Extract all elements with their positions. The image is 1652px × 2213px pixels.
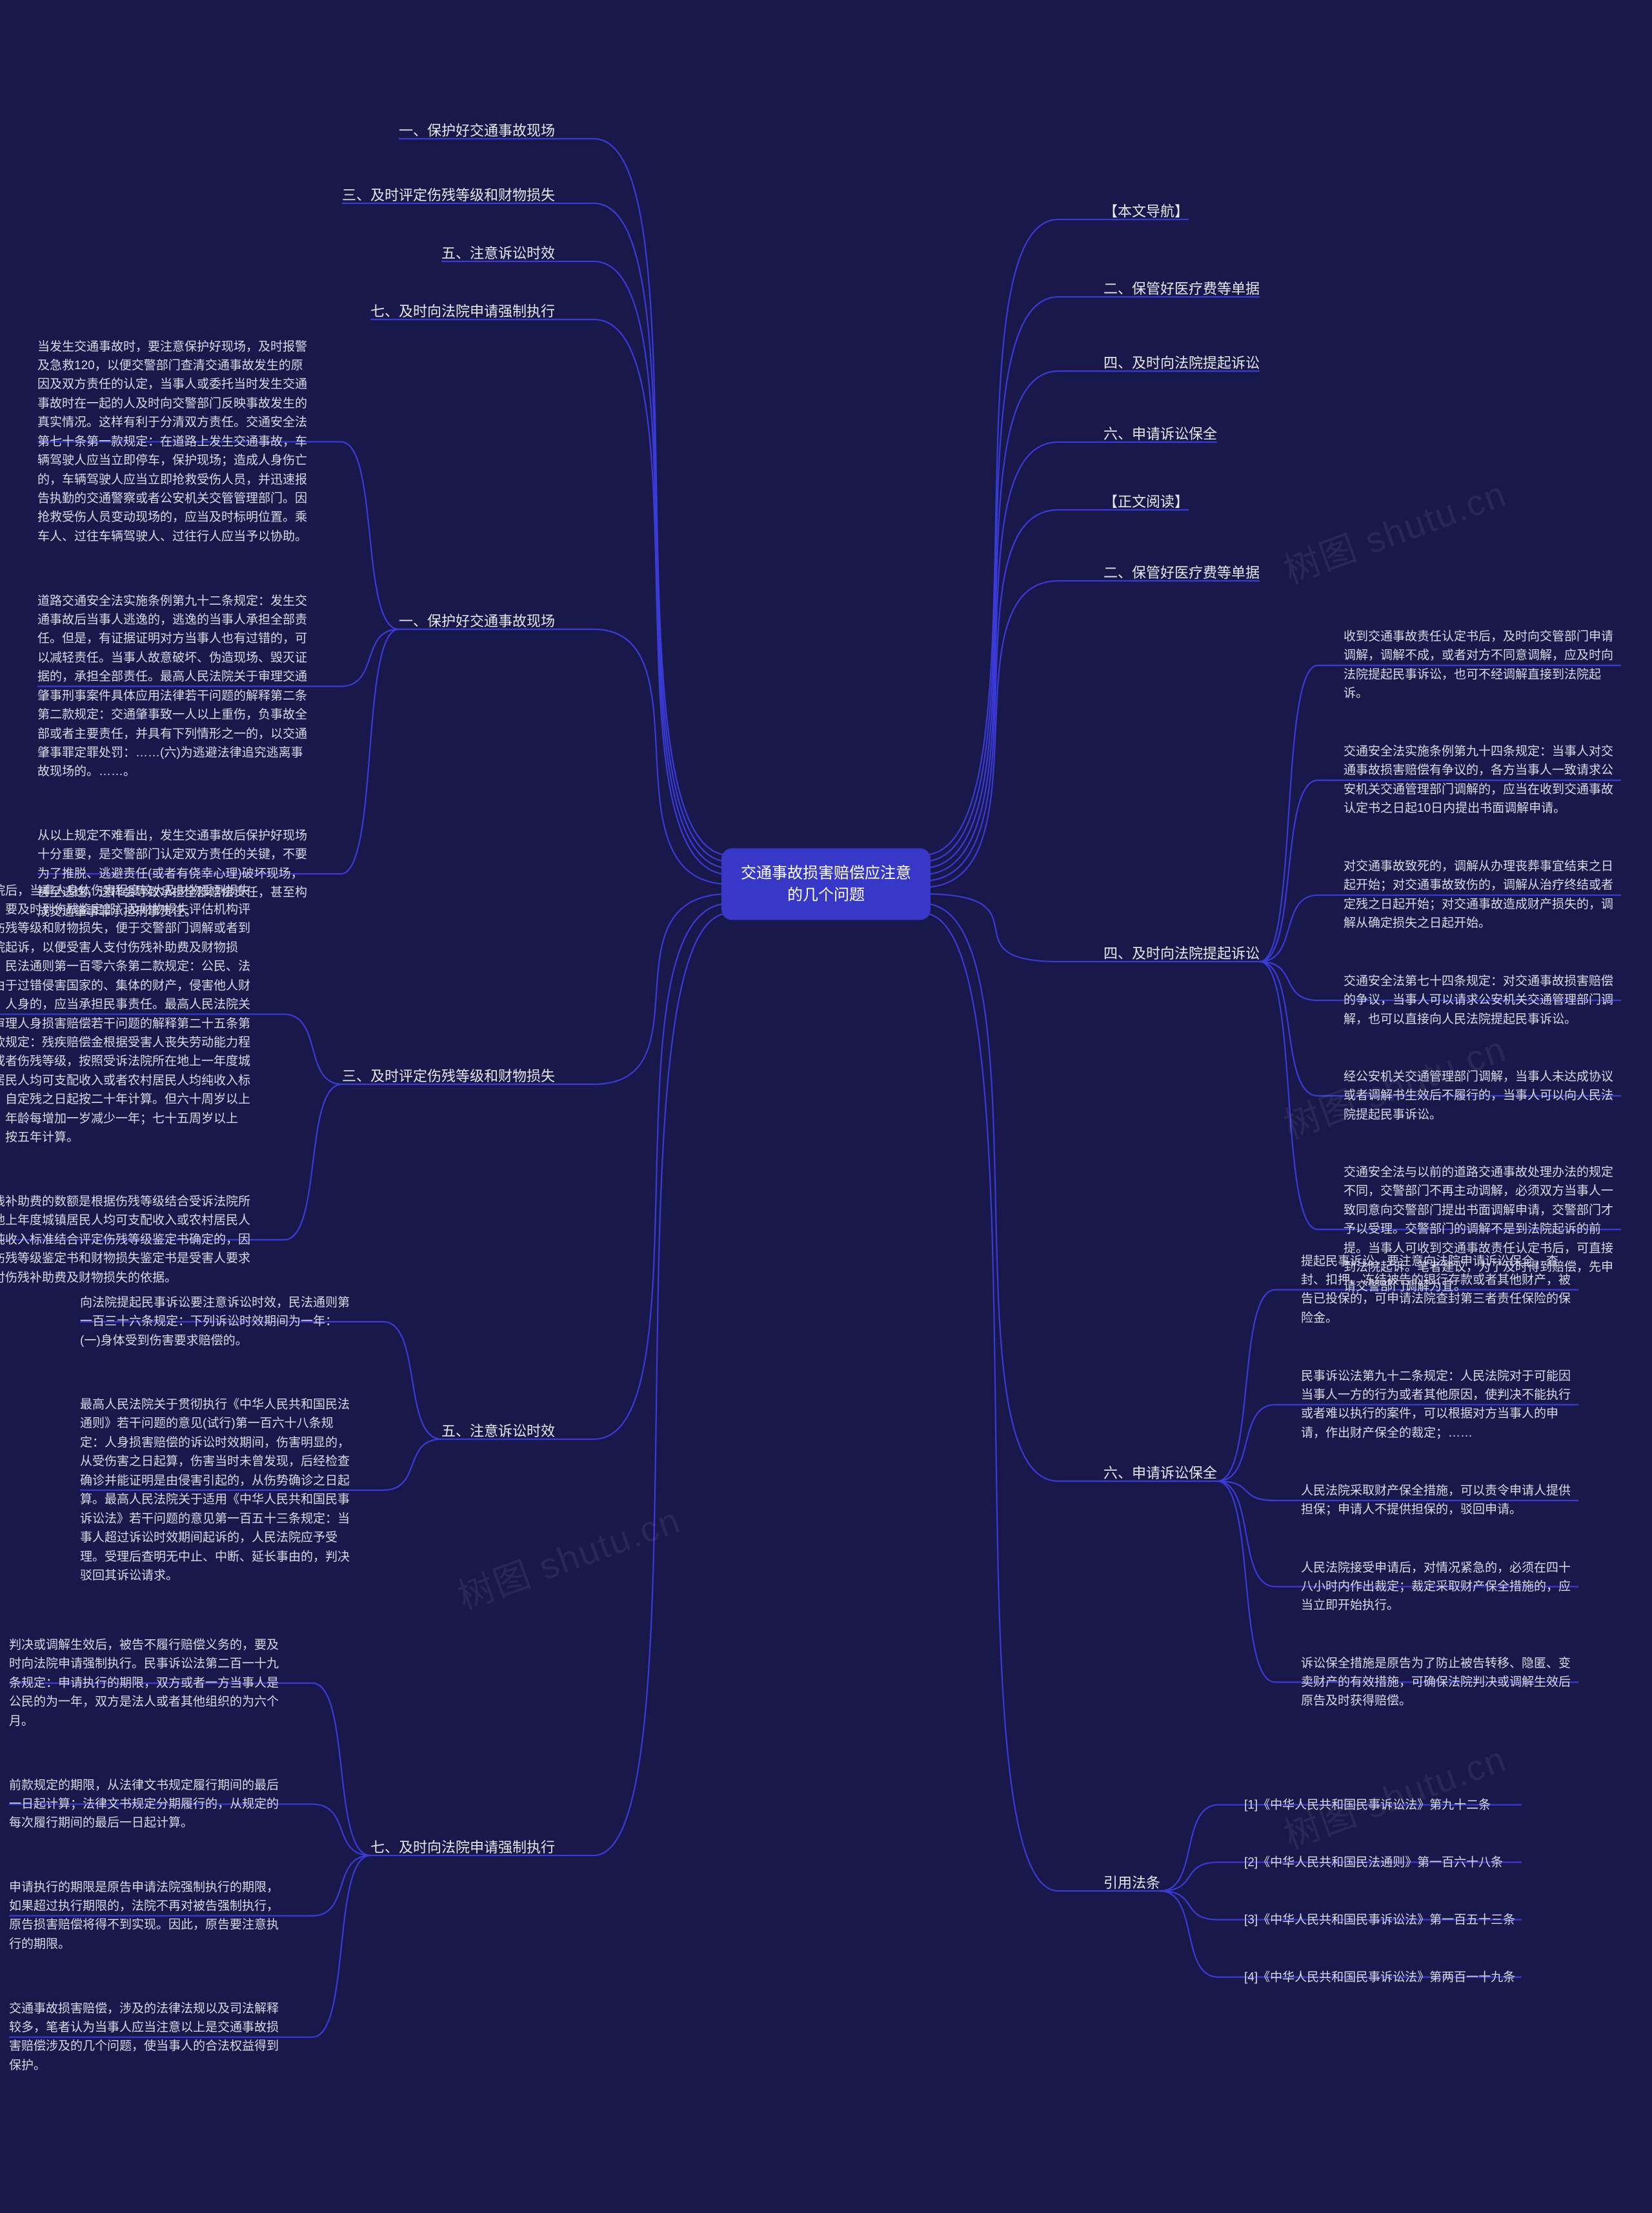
branch-label: 二、保管好医疗费等单据: [1103, 561, 1260, 582]
leaf-text: 收到交通事故责任认定书后，及时向交管部门申请调解，调解不成，或者对方不同意调解，…: [1344, 627, 1621, 703]
leaf-text: 交通安全法实施条例第九十四条规定：当事人对交通事故损害赔偿有争议的，各方当事人一…: [1344, 742, 1621, 818]
leaf-text: 伤残补助费的数额是根据伤残等级结合受诉法院所在地上年度城镇居民人均可支配收入或农…: [0, 1192, 258, 1287]
branch-label: 六、申请诉讼保全: [1103, 423, 1217, 443]
branch-label: 五、注意诉讼时效: [441, 1420, 555, 1440]
leaf-text: 人民法院采取财产保全措施，可以责令申请人提供担保；申请人不提供担保的，驳回申请。: [1301, 1482, 1578, 1520]
leaf-text: [3]《中华人民共和国民事诉讼法》第一百五十三条: [1244, 1910, 1515, 1929]
center-node: 交通事故损害赔偿应注意的几个问题: [721, 848, 931, 920]
branch-label: 四、及时向法院提起诉讼: [1103, 942, 1260, 963]
leaf-text: 道路交通安全法实施条例第九十二条规定：发生交通事故后当事人逃逸的，逃逸的当事人承…: [37, 591, 315, 781]
leaf-text: 前款规定的期限，从法律文书规定履行期间的最后一日起计算；法律文书规定分期履行的，…: [9, 1775, 287, 1832]
branch-label: 一、保护好交通事故现场: [399, 610, 555, 631]
leaf-text: 出院后，当事人身体伤害程度较大及财物受到损失的，要及时到伤残鉴定部门及财物损失评…: [0, 881, 258, 1147]
leaf-text: 人民法院接受申请后，对情况紧急的，必须在四十八小时内作出裁定；裁定采取财产保全措…: [1301, 1558, 1578, 1615]
branch-label: 【本文导航】: [1103, 200, 1189, 221]
branch-label: 七、及时向法院申请强制执行: [370, 300, 555, 321]
leaf-text: 民事诉讼法第九十二条规定：人民法院对于可能因当事人一方的行为或者其他原因，使判决…: [1301, 1367, 1578, 1443]
branch-label: 五、注意诉讼时效: [441, 242, 555, 263]
leaf-text: 诉讼保全措施是原告为了防止被告转移、隐匿、变卖财产的有效措施，可确保法院判决或调…: [1301, 1653, 1578, 1710]
leaf-text: 交通安全法第七十四条规定：对交通事故损害赔偿的争议，当事人可以请求公安机关交通管…: [1344, 972, 1621, 1029]
leaf-text: 申请执行的期限是原告申请法院强制执行的期限，如果超过执行期限的，法院不再对被告强…: [9, 1878, 287, 1954]
leaf-text: 交通事故损害赔偿，涉及的法律法规以及司法解释较多，笔者认为当事人应当注意以上是交…: [9, 1999, 287, 2076]
branch-label: 七、及时向法院申请强制执行: [370, 1836, 555, 1857]
branch-label: 【正文阅读】: [1103, 490, 1189, 511]
branch-label: 六、申请诉讼保全: [1103, 1462, 1217, 1482]
branch-label: 一、保护好交通事故现场: [399, 119, 555, 140]
leaf-text: [4]《中华人民共和国民事诉讼法》第两百一十九条: [1244, 1968, 1515, 1986]
leaf-text: [2]《中华人民共和国民法通则》第一百六十八条: [1244, 1853, 1503, 1872]
branch-label: 四、及时向法院提起诉讼: [1103, 352, 1260, 372]
leaf-text: [1]《中华人民共和国民事诉讼法》第九十二条: [1244, 1795, 1491, 1814]
branch-label: 三、及时评定伤残等级和财物损失: [342, 184, 555, 205]
leaf-text: 经公安机关交通管理部门调解，当事人未达成协议或者调解书生效后不履行的，当事人可以…: [1344, 1067, 1621, 1124]
watermark: 树图 shutu.cn: [450, 1491, 687, 1621]
leaf-text: 最高人民法院关于贯彻执行《中华人民共和国民法通则》若干问题的意见(试行)第一百六…: [80, 1395, 358, 1585]
leaf-text: 提起民事诉讼，要注意向法院申请诉讼保全，查封、扣押、冻结被告的银行存款或者其他财…: [1301, 1252, 1578, 1328]
leaf-text: 对交通事故致死的，调解从办理丧葬事宜结束之日起开始；对交通事故致伤的，调解从治疗…: [1344, 857, 1621, 933]
branch-label: 三、及时评定伤残等级和财物损失: [342, 1065, 555, 1086]
branch-label: 引用法条: [1103, 1872, 1160, 1892]
leaf-text: 当发生交通事故时，要注意保护好现场，及时报警及急救120，以便交警部门查清交通事…: [37, 338, 315, 547]
watermark: 树图 shutu.cn: [1276, 465, 1513, 594]
branch-label: 二、保管好医疗费等单据: [1103, 278, 1260, 298]
leaf-text: 判决或调解生效后，被告不履行赔偿义务的，要及时向法院申请强制执行。民事诉讼法第二…: [9, 1635, 287, 1730]
watermark: 树图 shutu.cn: [1276, 1730, 1513, 1859]
leaf-text: 向法院提起民事诉讼要注意诉讼时效，民法通则第一百三十六条规定：下列诉讼时效期间为…: [80, 1293, 358, 1350]
mindmap-stage: 树图 shutu.cn树图 shutu.cn树图 shutu.cn树图 shut…: [0, 0, 1652, 2213]
